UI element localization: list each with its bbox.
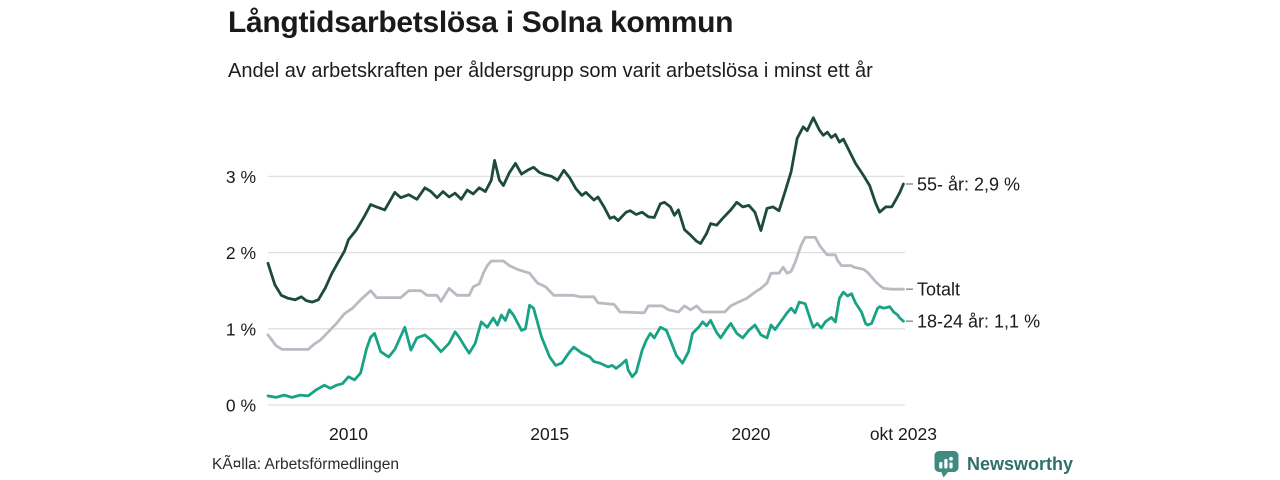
series-line-18-24 xyxy=(266,290,905,399)
logo-bar-1 xyxy=(939,462,943,469)
series-end-label-totalt: Totalt xyxy=(917,280,960,300)
x-tick-label-okt-2023: okt 2023 xyxy=(870,424,937,444)
source-note: KÃ¤lla: Arbetsförmedlingen xyxy=(212,456,399,473)
logo-bar-2 xyxy=(944,459,948,469)
x-tick-label-2010: 2010 xyxy=(329,424,368,444)
page-subtitle: Andel av arbetskraften per åldersgrupp s… xyxy=(228,60,873,82)
logo-bubble-tail xyxy=(941,471,949,478)
series-end-label-55-plus: 55- år: 2,9 % xyxy=(917,175,1020,195)
x-tick-label-2020: 2020 xyxy=(731,424,770,444)
logo-bar-3 xyxy=(949,462,953,469)
logo-bar-dot xyxy=(949,456,953,461)
series-line-totalt xyxy=(266,235,905,351)
y-tick-label-1: 1 % xyxy=(226,319,256,339)
series-line-55-plus xyxy=(266,116,905,304)
series-end-label-18-24: 18-24 år: 1,1 % xyxy=(917,312,1040,332)
y-tick-label-2: 2 % xyxy=(226,243,256,263)
newsworthy-brand: Newsworthy xyxy=(933,450,1073,478)
brand-name: Newsworthy xyxy=(967,453,1074,474)
newsworthy-logo-icon xyxy=(934,451,959,478)
y-tick-label-3: 3 % xyxy=(226,167,256,187)
x-tick-label-2015: 2015 xyxy=(530,424,569,444)
y-tick-label-0: 0 % xyxy=(226,396,256,416)
page-title: Långtidsarbetslösa i Solna kommun xyxy=(228,6,734,39)
